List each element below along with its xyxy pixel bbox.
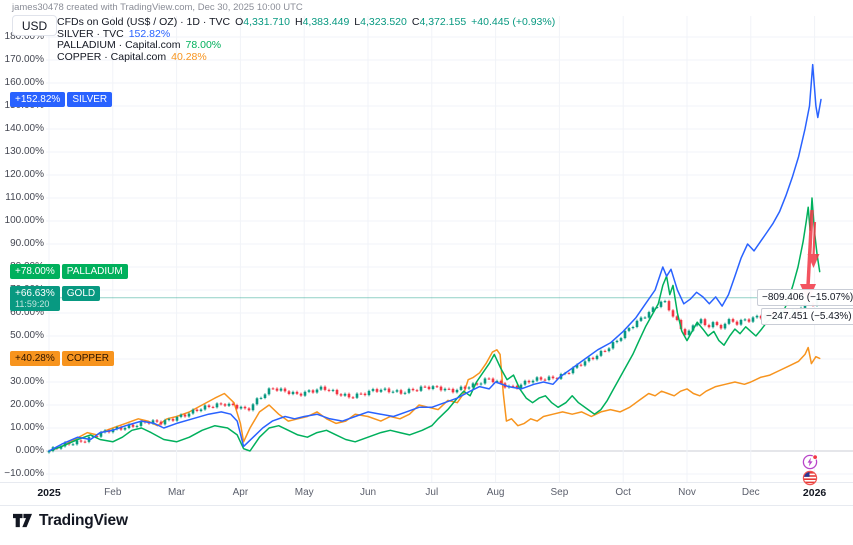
badge-name: SILVER: [67, 92, 113, 107]
legend-compare-row-palladium[interactable]: PALLADIUM · Capital.com 78.00%: [57, 39, 222, 51]
x-axis-label-2026: 2026: [802, 487, 827, 499]
change-value: +40.445 (+0.93%): [471, 16, 556, 28]
y-axis-label: 0.00%: [15, 445, 44, 456]
y-axis-label: 180.00%: [4, 31, 44, 42]
legend-main-row[interactable]: CFDs on Gold (US$ / OZ) · 1D · TVC O4,33…: [57, 16, 556, 28]
x-axis-label-dec: Dec: [741, 487, 760, 498]
price-badge-gold: +66.63% 11:59:20 GOLD: [10, 285, 101, 311]
y-axis-label: 140.00%: [4, 123, 44, 134]
badge-value: +78.00%: [15, 266, 55, 278]
badge-value: +66.63%: [15, 287, 55, 299]
x-axis-label-2025: 2025: [37, 487, 61, 499]
silver-line: [48, 63, 822, 452]
y-axis-label: 130.00%: [4, 146, 44, 157]
x-axis-label-oct: Oct: [615, 487, 631, 498]
badge-name: GOLD: [61, 285, 101, 301]
x-axis-label-mar: Mar: [167, 487, 186, 498]
currency-toggle-button[interactable]: USD: [12, 15, 57, 36]
grid: [46, 16, 853, 483]
x-axis-label-jul: Jul: [425, 487, 439, 498]
x-axis-label-aug: Aug: [486, 487, 505, 498]
bottom-separator: [0, 505, 853, 506]
drawn-arrow-annotations[interactable]: [800, 209, 820, 302]
y-axis-label: 10.00%: [10, 422, 44, 433]
credit-line: james30478 created with TradingView.com,…: [12, 2, 303, 13]
ohlc-l: L4,323.520: [354, 16, 407, 28]
legend-compare-rows: SILVER · TVC 152.82% PALLADIUM · Capital.c…: [57, 27, 555, 63]
x-axis-label-apr: Apr: [232, 487, 249, 498]
price-badge-silver: +152.82% SILVER: [10, 92, 113, 107]
ohlc-o: O4,331.710: [235, 16, 290, 28]
ohlc-h: H4,383.449: [294, 16, 350, 28]
y-axis-label: 170.00%: [4, 54, 44, 65]
measure-annotation-2: −247.451 (−5.43%) −247,: [761, 308, 853, 325]
tradingview-logo-text: TradingView: [39, 511, 128, 529]
measure-annotation-1: −809.406 (−15.07%) −809: [757, 289, 853, 306]
y-axis-label: 50.00%: [10, 330, 44, 341]
x-axis-label-sep: Sep: [550, 487, 569, 498]
price-badge-palladium: +78.00% PALLADIUM: [10, 264, 128, 280]
x-axis-label-nov: Nov: [678, 487, 696, 498]
y-axis-label: 160.00%: [4, 77, 44, 88]
x-axis-label-jun: Jun: [359, 487, 377, 498]
legend-compare-row-silver[interactable]: SILVER · TVC 152.82%: [57, 27, 171, 40]
y-axis-label: 120.00%: [4, 169, 44, 180]
badge-value: +152.82%: [15, 94, 61, 105]
flag-event-icon[interactable]: [802, 470, 818, 486]
badge-countdown: 11:59:20: [15, 298, 50, 309]
y-axis-label: 100.00%: [4, 215, 44, 226]
y-axis-label: −10.00%: [4, 468, 44, 479]
chart-legend: CFDs on Gold (US$ / OZ) · 1D · TVC O4,33…: [57, 17, 555, 63]
gold-candles: [47, 296, 819, 454]
ohlc-values: O4,331.710 H4,383.449 L4,323.520 C4,372.155: [235, 16, 467, 28]
price-badge-copper: +40.28% COPPER: [10, 350, 114, 366]
x-axis-label-feb: Feb: [104, 487, 122, 498]
badge-name: COPPER: [61, 350, 114, 366]
copper-line: [48, 346, 821, 452]
y-axis-label: 60.00%: [10, 307, 44, 318]
badge-value: +40.28%: [15, 352, 55, 364]
tradingview-logo-icon: [13, 513, 32, 528]
palladium-line: [48, 197, 821, 452]
tradingview-logo[interactable]: TradingView: [12, 511, 128, 530]
legend-compare-row-copper[interactable]: COPPER · Capital.com 40.28%: [57, 50, 207, 63]
badge-name: PALLADIUM: [61, 264, 128, 280]
economic-event-icon[interactable]: [802, 454, 818, 470]
y-axis-label: 30.00%: [10, 376, 44, 387]
time-axis-separator: [0, 482, 853, 483]
y-axis-label: 20.00%: [10, 399, 44, 410]
symbol-title: CFDs on Gold (US$ / OZ) · 1D · TVC: [57, 16, 231, 28]
x-axis-label-may: May: [294, 487, 314, 498]
ohlc-c: C4,372.155: [411, 16, 467, 28]
y-axis-label: 90.00%: [10, 238, 44, 249]
y-axis-label: 110.00%: [5, 192, 44, 203]
